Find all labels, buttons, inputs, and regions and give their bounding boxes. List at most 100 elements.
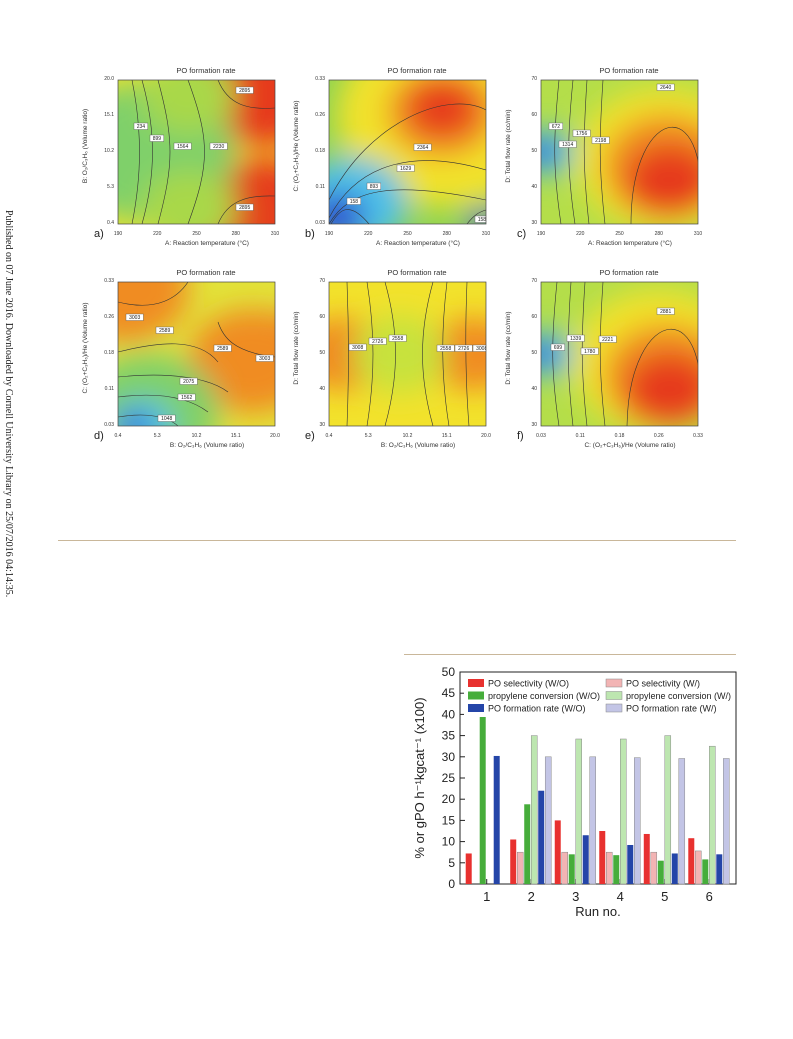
contour-line — [366, 282, 374, 426]
bar-1-1 — [516, 851, 524, 885]
y-tick-label: 0.26 — [315, 112, 325, 118]
contour-panel-c: PO formation rate 2640 672 1314 1756 2198 70 60… — [505, 66, 707, 251]
contour-label: 2640 — [656, 83, 675, 91]
y-tick-label: 20 — [442, 792, 456, 806]
contour-line — [157, 80, 171, 224]
y-axis-label: D: Total flow rate (cc/min) — [505, 109, 512, 183]
y-tick-label: 30 — [442, 750, 456, 764]
bar-5-1 — [544, 756, 552, 885]
y-tick-label: 50 — [319, 350, 325, 356]
svg-text:1780: 1780 — [584, 349, 595, 355]
contour-line — [581, 282, 588, 426]
bar-2-3 — [613, 855, 620, 884]
contour-color-region — [118, 282, 189, 342]
x-tick-label: 190 — [536, 231, 546, 237]
contour-label: 2881 — [656, 307, 675, 315]
contour-line — [465, 282, 470, 426]
y-tick-label: 0 — [448, 877, 455, 891]
contour-line — [346, 282, 349, 426]
contour-color-region — [407, 80, 477, 138]
panel-title: PO formation rate — [176, 268, 236, 277]
contour-color-region — [118, 413, 150, 426]
plot-frame — [540, 281, 699, 427]
contour-line — [626, 329, 698, 426]
contour-panel-f: PO formation rate 2881 699 1339 1780 2221 70 60… — [505, 268, 707, 453]
contour-color-region — [541, 128, 574, 176]
contour-line — [118, 282, 189, 306]
contour-label: 3003 — [125, 313, 144, 321]
contour-color-region — [625, 144, 698, 218]
bar-0-3 — [599, 831, 606, 884]
bar-5-2 — [589, 756, 596, 885]
bar-4-2 — [582, 835, 589, 884]
x-tick-label: 220 — [153, 231, 162, 237]
y-tick-label: 0.03 — [104, 422, 114, 428]
bar-3-2 — [575, 738, 582, 885]
y-tick-label: 10.2 — [104, 148, 114, 154]
svg-text:2895: 2895 — [239, 205, 250, 211]
contour-label: 3003 — [255, 354, 274, 362]
svg-text:672: 672 — [552, 124, 561, 130]
legend-label: propylene conversion (W/O) — [488, 691, 600, 701]
plot-frame — [328, 79, 487, 225]
y-tick-label: 0.11 — [315, 184, 325, 190]
contour-line — [422, 282, 434, 426]
y-tick-label: 40 — [531, 184, 537, 190]
y-tick-label: 0.26 — [104, 314, 114, 320]
contour-plot: 3008 2726 2558 2558 2726 3008 — [328, 281, 487, 427]
contour-color-region — [625, 353, 698, 426]
x-tick-label: 250 — [192, 231, 201, 237]
bar-5-5 — [723, 758, 730, 885]
svg-text:2221: 2221 — [602, 337, 613, 343]
contour-label: 3008 — [472, 344, 486, 352]
y-tick-label: 70 — [319, 278, 325, 284]
bar-4-3 — [627, 844, 634, 884]
y-tick-label: 50 — [442, 665, 456, 679]
x-tick-label: 5 — [661, 889, 668, 904]
y-axis-label: B: O₂/C₃H₆ (Volume ratio) — [82, 108, 89, 184]
bar-1-2 — [561, 851, 568, 885]
legend-swatch — [468, 679, 484, 687]
x-axis-label: B: O₂/C₃H₆ (Volume ratio) — [380, 442, 456, 449]
contour-label: 2075 — [179, 377, 198, 385]
contour-label: 3008 — [348, 343, 367, 351]
svg-text:2589: 2589 — [159, 328, 170, 334]
y-tick-label: 70 — [531, 76, 537, 82]
y-tick-label: 0.33 — [315, 76, 325, 82]
panel-title: PO formation rate — [599, 66, 659, 75]
contour-label: 1780 — [580, 347, 599, 355]
contour-line — [442, 282, 450, 426]
x-axis-label: C: (O₂+C₃H₆)/He (Volume ratio) — [584, 442, 676, 449]
contour-panel-b: PO formation rate 2364 1629 893 158 158 0.33 0.… — [293, 66, 495, 251]
contour-line — [329, 189, 486, 224]
y-tick-label: 45 — [442, 686, 456, 700]
contour-color-region — [541, 139, 557, 165]
plot-frame — [328, 281, 487, 427]
contour-label: 893 — [366, 182, 382, 190]
bar-1-5 — [695, 850, 702, 885]
bar-2-1 — [524, 804, 531, 884]
x-tick-label: 0.4 — [325, 433, 333, 439]
contour-label: 672 — [548, 122, 564, 130]
y-tick-label: 0.18 — [315, 148, 325, 154]
contour-label: 2364 — [413, 143, 432, 151]
y-tick-label: 60 — [531, 314, 537, 320]
bar-0-5 — [688, 838, 695, 884]
bar-5-4 — [678, 758, 686, 885]
y-tick-label: 50 — [531, 148, 537, 154]
bar-0-1 — [510, 839, 517, 884]
y-tick-label: 30 — [531, 220, 537, 226]
panel-letter: a) — [94, 228, 104, 240]
legend-swatch — [605, 691, 623, 700]
y-axis-label: D: Total flow rate (cc/min) — [505, 311, 512, 385]
side-note: Published on 07 June 2016. Downloaded by… — [3, 210, 20, 630]
y-tick-label: 0.18 — [104, 350, 114, 356]
plot-frame — [117, 281, 276, 427]
panel-letter: c) — [517, 228, 527, 240]
legend-swatch — [468, 691, 484, 700]
x-tick-label: 0.4 — [114, 433, 122, 439]
bar-2-2 — [568, 854, 575, 884]
contour-line — [599, 80, 606, 224]
svg-text:2558: 2558 — [440, 346, 451, 352]
